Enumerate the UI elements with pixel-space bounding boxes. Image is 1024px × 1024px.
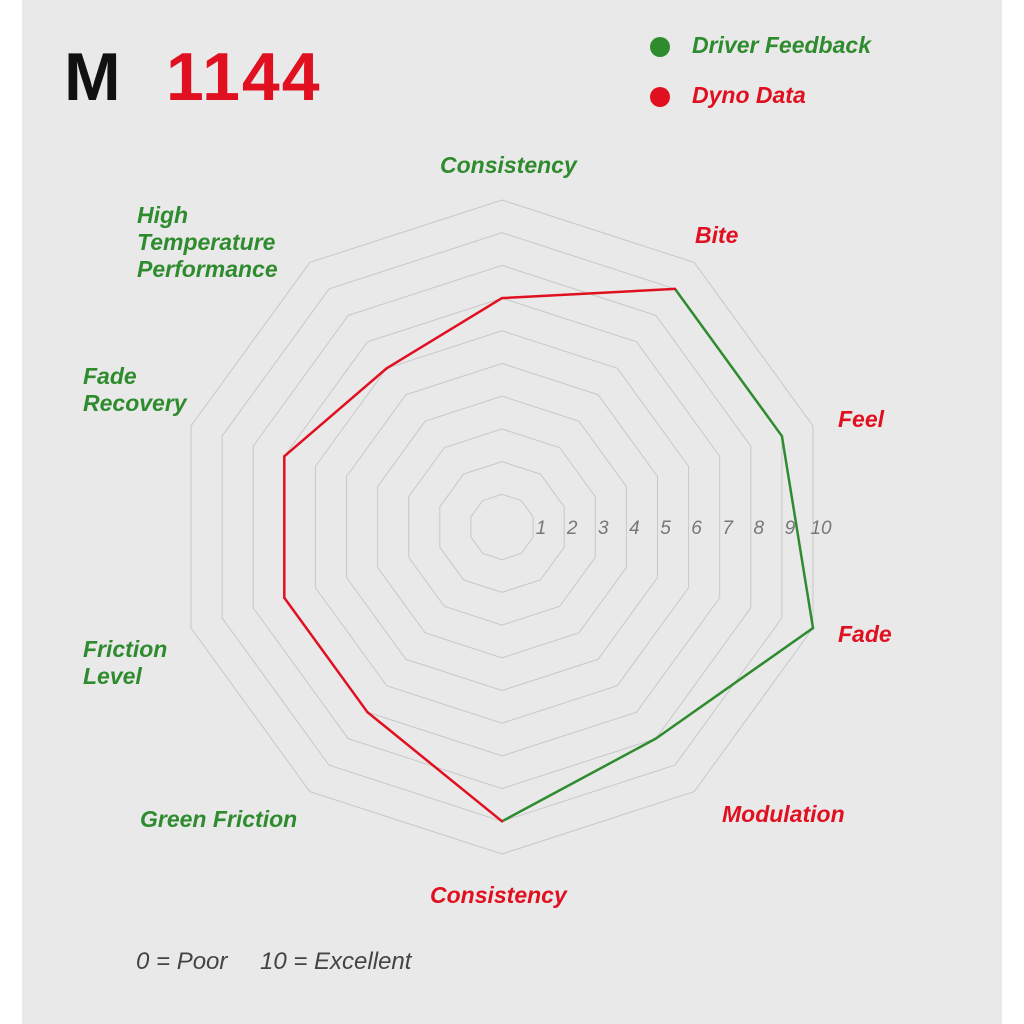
title-number: 1144 [166,39,322,115]
series-segment [780,434,815,630]
axis-label: Fade [838,621,892,647]
axis-label: Bite [695,222,739,248]
axis-label: Fade Recovery [83,363,187,416]
series-segment [500,287,677,300]
axis-label: Friction Level [83,636,168,689]
series-segment [654,626,815,740]
r-tick-label: 7 [722,518,734,539]
r-tick-label: 4 [629,518,640,539]
r-tick-label: 1 [536,518,547,539]
grid-ring [346,362,658,692]
note: 0 = Poor [136,948,228,975]
grid-ring [439,461,565,593]
legend-marker [650,87,670,107]
axis-label: Consistency [440,152,577,178]
series-segment [283,596,369,714]
grid-ring [377,395,627,659]
grid-ring [314,330,690,724]
r-tick-label: 5 [660,518,671,539]
grid-ring [283,297,721,757]
legend-label: Dyno Data [692,82,806,108]
r-tick-label: 8 [753,518,764,539]
axis-label: Modulation [722,801,845,827]
series-segment [385,296,504,370]
note: 10 = Excellent [260,948,412,975]
axis-label: High Temperature Performance [137,202,278,282]
axis-label: Feel [838,406,885,432]
legend-label: Driver Feedback [692,32,871,58]
r-tick-label: 6 [691,518,702,539]
r-tick-label: 10 [810,518,832,539]
axis-label: Consistency [430,882,567,908]
series-segment [366,710,504,823]
legend-marker [650,37,670,57]
series-segment [500,737,658,823]
grid-ring [252,264,752,790]
r-tick-label: 2 [566,518,578,539]
background [22,0,1002,1024]
series-segment [673,287,784,438]
axis-label: Green Friction [140,806,298,832]
r-tick-label: 3 [598,518,609,539]
series-segment [283,367,388,458]
grid-ring [408,428,596,626]
r-tick-label: 9 [785,518,796,539]
grid-ring [470,493,534,561]
grid-ring [190,199,814,855]
title-prefix: M [64,39,123,115]
